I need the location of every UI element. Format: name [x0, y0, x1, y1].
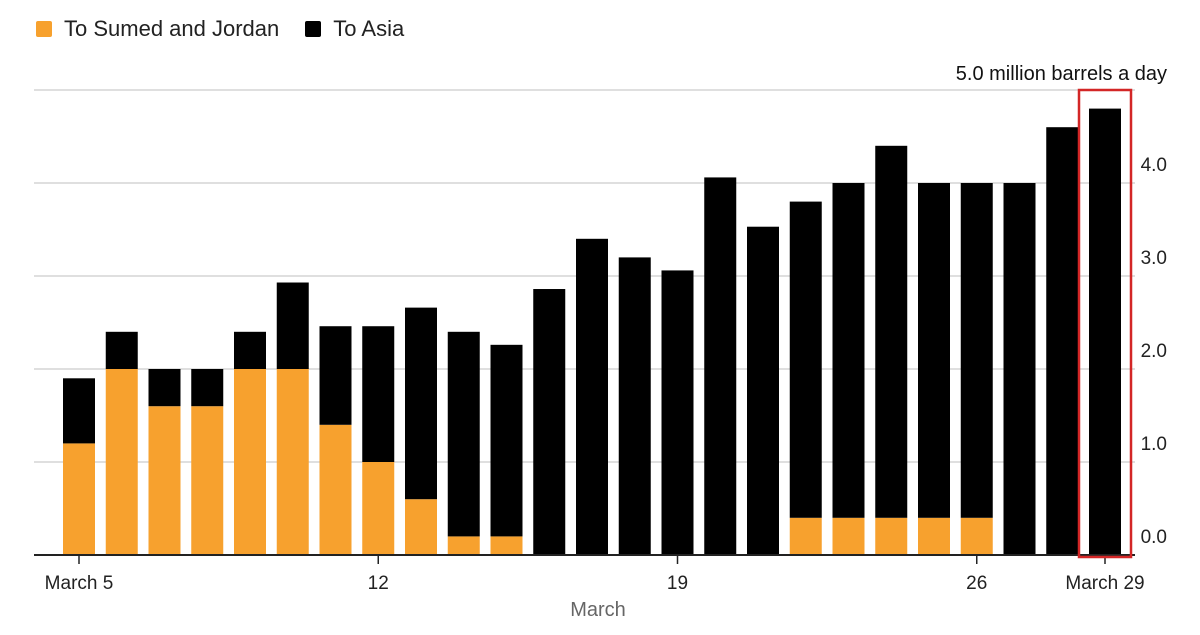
x-tick-label-4: March 29	[1065, 573, 1144, 594]
legend: To Sumed and Jordan To Asia	[36, 16, 404, 42]
bar-asia-25	[1089, 108, 1121, 555]
x-axis-title: March	[570, 599, 626, 621]
x-tick-label-0: March 5	[45, 573, 114, 594]
legend-item-sumed-jordan: To Sumed and Jordan	[36, 16, 279, 42]
bar-sumed-jordan-1	[63, 443, 95, 555]
bar-sumed-jordan-2	[105, 369, 138, 555]
x-tick-label-2: 19	[667, 573, 688, 594]
bar-asia-11	[490, 344, 523, 537]
bar-sumed-jordan-10	[447, 536, 480, 555]
bar-asia-13	[576, 238, 608, 556]
legend-swatch-sumed-jordan	[36, 21, 52, 37]
x-tick-label-1: 12	[368, 573, 389, 594]
bar-sumed-jordan-21	[918, 517, 950, 555]
bar-sumed-jordan-4	[191, 406, 224, 555]
bar-asia-22	[960, 183, 993, 518]
bar-asia-1	[63, 378, 95, 444]
bar-asia-9	[405, 307, 437, 500]
bar-asia-16	[704, 177, 737, 556]
bar-asia-5	[234, 331, 266, 369]
bar-sumed-jordan-22	[960, 517, 993, 555]
bar-sumed-jordan-18	[789, 517, 822, 555]
bar-asia-2	[105, 331, 138, 369]
y-tick-label-4: 4.0	[1141, 155, 1167, 176]
unit-label: 5.0 million barrels a day	[956, 63, 1167, 85]
axes: 0.0 1.0 2.0 3.0 4.0 March 5 12 19 26 March 29	[34, 88, 1167, 594]
bar-asia-4	[191, 369, 224, 407]
legend-label-sumed-jordan: To Sumed and Jordan	[64, 16, 280, 41]
bar-asia-10	[447, 331, 480, 537]
bar-asia-15	[661, 270, 694, 555]
bar-sumed-jordan-6	[276, 369, 309, 555]
bar-sumed-jordan-3	[148, 406, 181, 555]
highlight-box	[1077, 88, 1133, 559]
bar-sumed-jordan-9	[405, 499, 437, 555]
bar-asia-20	[875, 145, 908, 518]
legend-label-asia: To Asia	[333, 16, 405, 41]
bar-asia-7	[319, 326, 352, 425]
y-tick-label-1: 1.0	[1141, 434, 1167, 455]
bar-asia-18	[789, 201, 822, 518]
bar-asia-19	[832, 183, 865, 518]
legend-swatch-asia	[305, 21, 322, 37]
y-tick-label-3: 3.0	[1141, 248, 1167, 269]
bar-asia-24	[1046, 127, 1079, 555]
bar-sumed-jordan-7	[319, 424, 352, 555]
bar-sumed-jordan-8	[362, 462, 395, 555]
bar-asia-3	[148, 369, 181, 407]
bar-asia-21	[918, 183, 950, 518]
bar-sumed-jordan-5	[234, 369, 266, 555]
bar-sumed-jordan-11	[490, 536, 523, 555]
bar-asia-14	[618, 257, 651, 555]
bar-asia-23	[1003, 183, 1036, 555]
bar-sumed-jordan-20	[875, 517, 908, 555]
y-tick-label-0: 0.0	[1141, 527, 1167, 548]
bar-asia-8	[362, 326, 395, 462]
y-tick-label-2: 2.0	[1141, 341, 1167, 362]
bar-asia-6	[276, 282, 309, 369]
bar-sumed-jordan-19	[832, 517, 865, 555]
legend-item-asia: To Asia	[305, 16, 404, 42]
x-tick-label-3: 26	[966, 573, 987, 594]
bar-asia-17	[747, 226, 779, 555]
bar-asia-12	[533, 289, 566, 555]
bars	[63, 108, 1121, 556]
